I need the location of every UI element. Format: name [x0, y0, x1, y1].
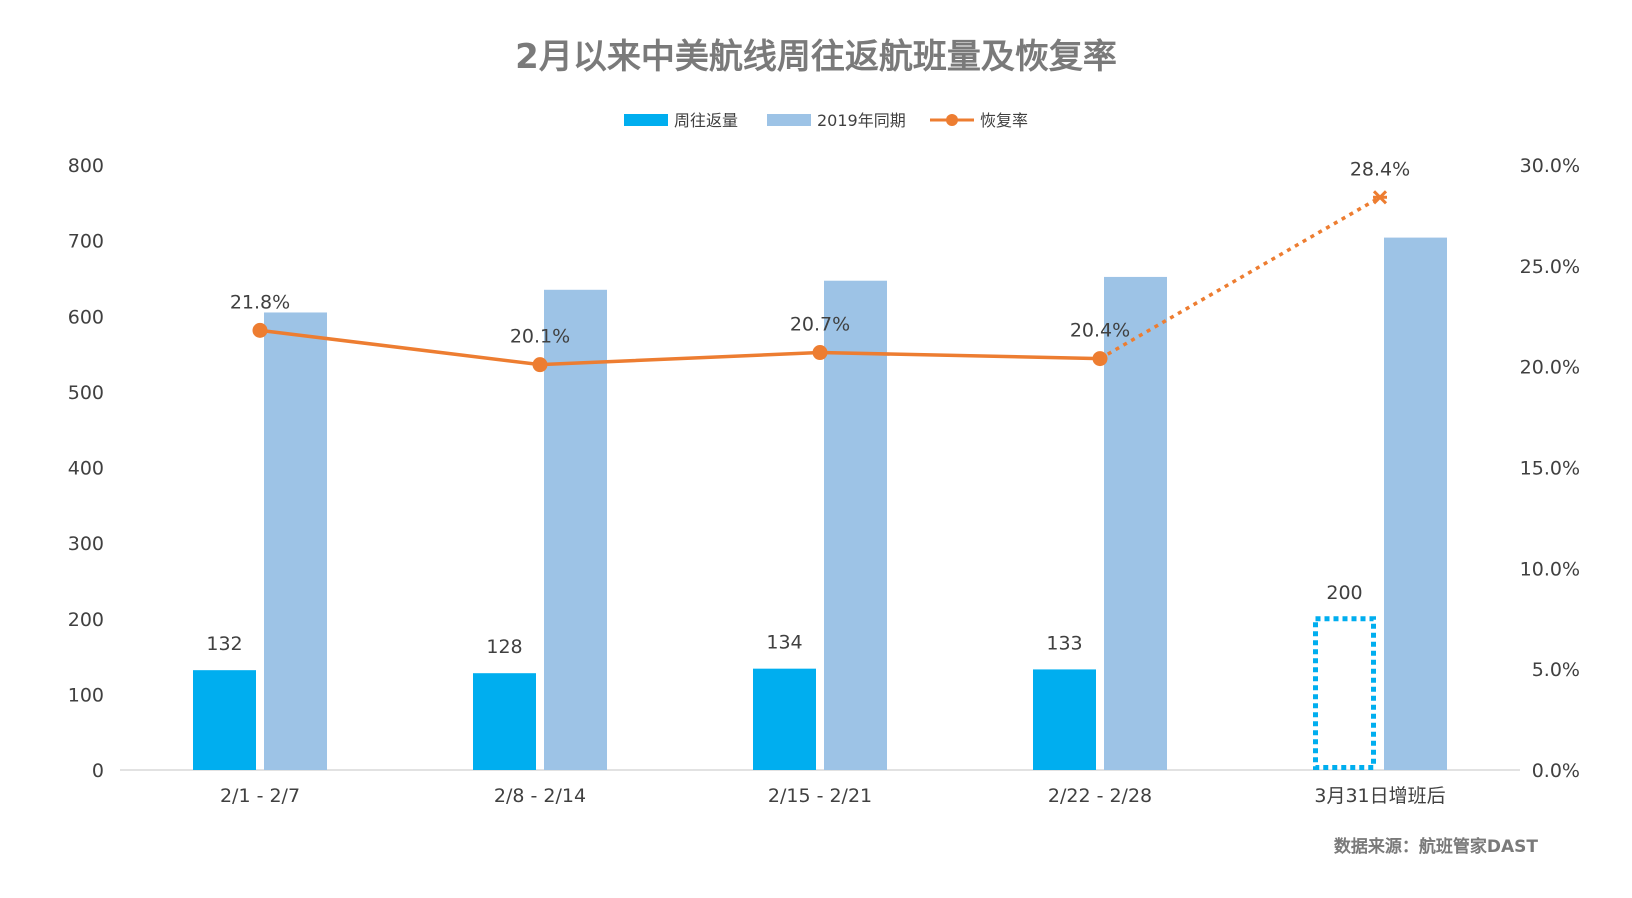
bar-2019 [824, 280, 887, 770]
bar-2019 [1384, 237, 1447, 771]
recovery-marker [532, 357, 548, 373]
data-labels: 132 128 134 133 200 21.8% 20.1% 20.7% 20.4% 28.4% [206, 158, 1410, 658]
legend-label-recovery: 恢复率 [980, 111, 1028, 130]
legend: 周往返量 2019年同期 恢复率 [624, 111, 1028, 130]
bar-weekly [1033, 669, 1096, 770]
bar-weekly-value-label: 133 [1046, 632, 1082, 654]
y-left-tick-label: 0 [92, 760, 104, 782]
y-right-tick-label: 20.0% [1520, 357, 1580, 379]
y-right-tick-label: 5.0% [1532, 659, 1580, 681]
bar-2019 [264, 312, 327, 770]
legend-label-2019: 2019年同期 [817, 111, 906, 130]
recovery-marker [1092, 351, 1108, 367]
y-right-tick-label: 0.0% [1532, 760, 1580, 782]
legend-swatch-weekly [624, 114, 668, 126]
chart-title: 2月以来中美航线周往返航班量及恢复率 [515, 37, 1117, 77]
recovery-value-label: 20.4% [1070, 320, 1130, 342]
bar-2019 [544, 289, 607, 770]
y-right-tick-label: 25.0% [1520, 256, 1580, 278]
bars [193, 237, 1447, 771]
recovery-line-solid [259, 328, 1101, 367]
y-right-tick-label: 30.0% [1520, 155, 1580, 177]
bar-weekly-value-label: 134 [766, 632, 802, 654]
recovery-marker [812, 345, 828, 361]
recovery-marker-projected [1372, 190, 1388, 205]
y-left-tick-label: 100 [68, 684, 104, 706]
x-category-label: 2/1 - 2/7 [220, 785, 300, 807]
x-category-label: 2/15 - 2/21 [768, 785, 872, 807]
legend-swatch-2019 [767, 114, 811, 126]
bar-2019 [1104, 276, 1167, 770]
recovery-line [252, 190, 1388, 373]
bar-weekly-value-label: 128 [486, 636, 522, 658]
y-left-tick-label: 300 [68, 533, 104, 555]
y-left-tick-label: 500 [68, 382, 104, 404]
x-category-label: 2/22 - 2/28 [1048, 785, 1152, 807]
y-left-tick-label: 200 [68, 609, 104, 631]
legend-label-weekly: 周往返量 [674, 111, 738, 130]
bar-weekly [753, 668, 816, 770]
source-note: 数据来源：航班管家DAST [1334, 836, 1539, 857]
y-left-tick-label: 600 [68, 306, 104, 328]
y-left-tick-label: 700 [68, 231, 104, 253]
x-category-label: 2/8 - 2/14 [494, 785, 586, 807]
bar-weekly-value-label: 200 [1326, 582, 1362, 604]
bar-weekly [473, 673, 536, 770]
y-left-tick-label: 800 [68, 155, 104, 177]
axes: 0 100 200 300 400 500 600 700 800 0.0% 5.0% 10.0% 15… [68, 155, 1580, 807]
recovery-value-label: 20.7% [790, 314, 850, 336]
recovery-marker [252, 322, 268, 338]
y-right-tick-label: 10.0% [1520, 558, 1580, 580]
recovery-value-label: 21.8% [230, 291, 290, 313]
y-left-tick-label: 400 [68, 458, 104, 480]
recovery-value-label: 28.4% [1350, 158, 1410, 180]
bar-weekly-projected [1313, 616, 1376, 770]
recovery-value-label: 20.1% [510, 326, 570, 348]
bar-weekly-value-label: 132 [206, 633, 242, 655]
bar-weekly [193, 670, 256, 770]
x-category-label: 3月31日增班后 [1314, 785, 1445, 807]
legend-marker-recovery [946, 114, 958, 126]
y-right-tick-label: 15.0% [1520, 458, 1580, 480]
